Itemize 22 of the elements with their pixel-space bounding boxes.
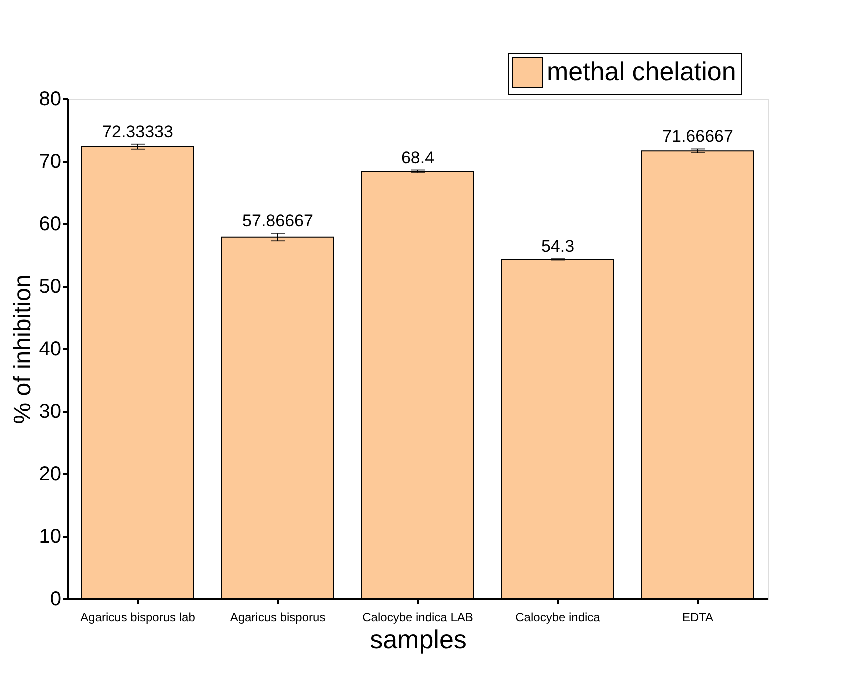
x-tick-label: EDTA <box>682 610 714 624</box>
y-tick-label: 30 <box>39 401 62 423</box>
data-label: 54.3 <box>541 237 575 256</box>
x-tick-label: Calocybe indica LAB <box>362 610 474 624</box>
y-tick-label: 70 <box>39 151 62 173</box>
y-tick-label: 40 <box>39 338 62 360</box>
y-tick-label: 0 <box>50 588 62 610</box>
y-tick-label: 20 <box>39 464 62 486</box>
data-label: 57.86667 <box>242 212 314 231</box>
legend-label: methal chelation <box>547 56 736 86</box>
data-label: 72.33333 <box>102 122 174 142</box>
y-tick-label: 10 <box>39 526 62 548</box>
data-label: 71.66667 <box>662 127 734 146</box>
x-tick-label: Agaricus bisporus <box>230 610 326 624</box>
x-tick-label: Calocybe indica <box>516 610 601 624</box>
y-tick-label: 60 <box>39 214 62 236</box>
data-label: 68.4 <box>401 148 435 168</box>
y-axis-title: % of inhibition <box>9 274 36 424</box>
x-axis-title: samples <box>370 624 467 654</box>
x-tick-label: Agaricus bisporus lab <box>80 610 196 624</box>
y-tick-label: 50 <box>39 276 62 298</box>
y-tick-label: 80 <box>39 88 62 110</box>
